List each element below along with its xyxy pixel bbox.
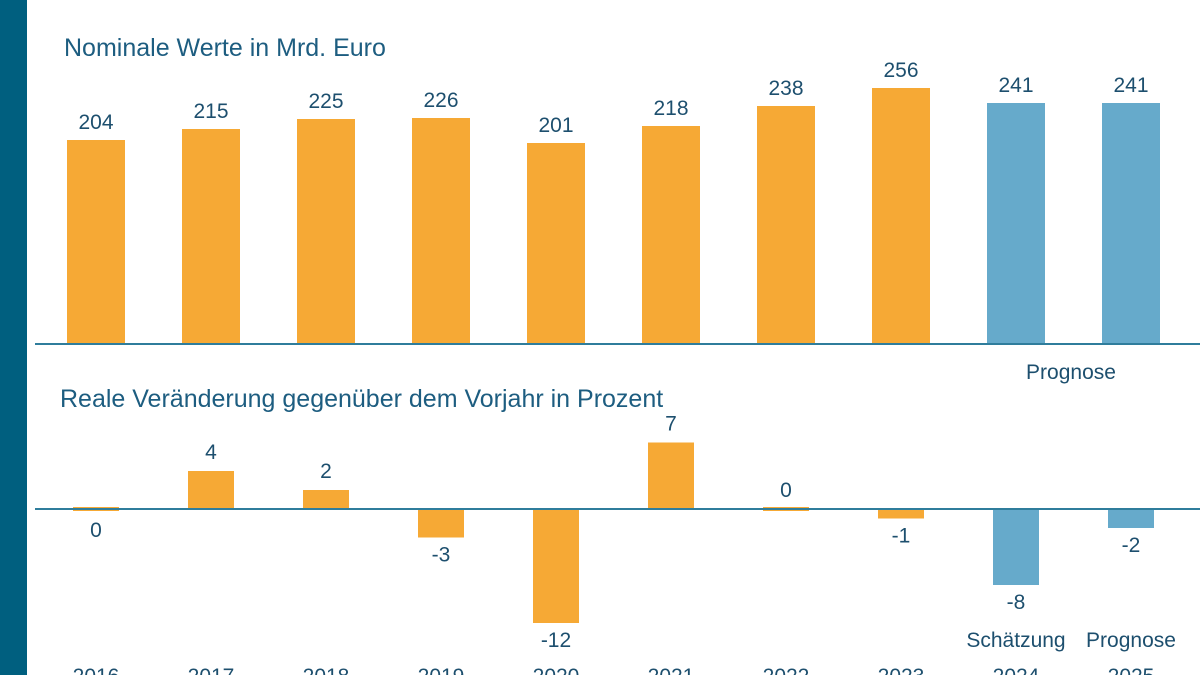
bottom-bar-value-2020: -12 bbox=[541, 629, 571, 652]
top-bar-2018 bbox=[297, 119, 355, 344]
year-tick-labels: 2016 2017 2018 2019 2020 2021 2022 2023 2024 2025 bbox=[73, 665, 1155, 675]
top-chart-annotation: Prognose bbox=[1026, 361, 1116, 384]
year-label-2019: 2019 bbox=[418, 665, 465, 675]
bottom-bar-2017 bbox=[188, 471, 234, 509]
top-bar-2021 bbox=[642, 126, 700, 344]
year-label-2025: 2025 bbox=[1108, 665, 1155, 675]
bottom-bar-value-2023: -1 bbox=[892, 525, 911, 548]
top-bar-2024 bbox=[987, 103, 1045, 344]
top-bar-value-2022: 238 bbox=[768, 77, 803, 100]
top-chart-title: Nominale Werte in Mrd. Euro bbox=[64, 34, 386, 62]
bottom-bar-value-2017: 4 bbox=[205, 441, 217, 464]
bottom-bar-value-2022: 0 bbox=[780, 479, 792, 502]
top-bar-value-2020: 201 bbox=[538, 114, 573, 137]
bottom-bar-2019 bbox=[418, 509, 464, 538]
bottom-bar-2023 bbox=[878, 509, 924, 519]
top-bar-2019 bbox=[412, 118, 470, 344]
top-bar-2025 bbox=[1102, 103, 1160, 344]
top-bar-value-2025: 241 bbox=[1113, 74, 1148, 97]
bottom-bar-value-2021: 7 bbox=[665, 413, 677, 436]
year-label-2023: 2023 bbox=[878, 665, 925, 675]
bottom-bar-value-2018: 2 bbox=[320, 460, 332, 483]
top-chart-bars: 204 215 225 226 201 218 238 256 241 241 bbox=[67, 59, 1160, 344]
bottom-chart-title: Reale Veränderung gegenüber dem Vorjahr … bbox=[60, 385, 663, 413]
top-bar-2020 bbox=[527, 143, 585, 344]
top-bar-value-2016: 204 bbox=[78, 111, 113, 134]
left-accent-stripe bbox=[0, 0, 27, 675]
bottom-bar-value-2019: -3 bbox=[432, 544, 451, 567]
bottom-bar-value-2025: -2 bbox=[1122, 534, 1141, 557]
year-label-2020: 2020 bbox=[533, 665, 580, 675]
top-bar-value-2023: 256 bbox=[883, 59, 918, 82]
top-bar-value-2024: 241 bbox=[998, 74, 1033, 97]
bottom-bar-2025 bbox=[1108, 509, 1154, 528]
year-label-2018: 2018 bbox=[303, 665, 350, 675]
top-bar-value-2019: 226 bbox=[423, 89, 458, 112]
top-bar-2017 bbox=[182, 129, 240, 344]
bottom-bar-2024 bbox=[993, 509, 1039, 585]
bottom-bar-note-2025: Prognose bbox=[1086, 629, 1176, 652]
top-bar-value-2017: 215 bbox=[193, 100, 228, 123]
year-label-2024: 2024 bbox=[993, 665, 1040, 675]
bottom-bar-2021 bbox=[648, 442, 694, 509]
top-bar-2022 bbox=[757, 106, 815, 344]
top-bar-2023 bbox=[872, 88, 930, 344]
bottom-bar-value-2024: -8 bbox=[1007, 591, 1026, 614]
bottom-chart-bars: 0 4 2 -3 -12 7 0 -1 -8 Schätzung -2 Prognose bbox=[73, 413, 1176, 652]
top-bar-2016 bbox=[67, 140, 125, 344]
bottom-bar-value-2016: 0 bbox=[90, 519, 102, 542]
bottom-bar-2018 bbox=[303, 490, 349, 509]
top-bar-value-2021: 218 bbox=[653, 97, 688, 120]
year-label-2022: 2022 bbox=[763, 665, 810, 675]
year-label-2016: 2016 bbox=[73, 665, 120, 675]
year-label-2021: 2021 bbox=[648, 665, 695, 675]
bottom-bar-2020 bbox=[533, 509, 579, 623]
year-label-2017: 2017 bbox=[188, 665, 235, 675]
bottom-bar-note-2024: Schätzung bbox=[966, 629, 1065, 652]
top-bar-value-2018: 225 bbox=[308, 90, 343, 113]
